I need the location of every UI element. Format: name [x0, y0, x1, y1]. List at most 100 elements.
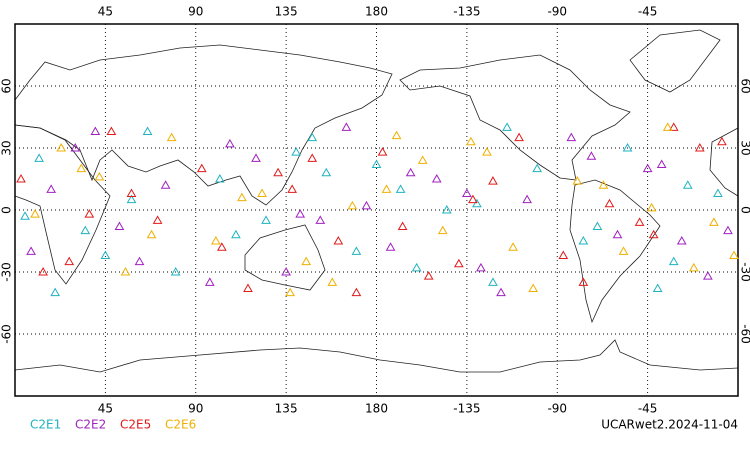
- point: [468, 194, 478, 204]
- y-tick-label-left: 30: [0, 140, 14, 155]
- point: [251, 153, 261, 162]
- point: [441, 204, 452, 214]
- point: [160, 180, 171, 189]
- point: [204, 277, 215, 286]
- point: [281, 266, 291, 276]
- point: [210, 235, 221, 245]
- point: [50, 287, 61, 297]
- point: [261, 215, 271, 224]
- x-tick-label-top: 180: [365, 5, 388, 19]
- point: [56, 142, 67, 152]
- point: [532, 163, 543, 173]
- point: [558, 250, 569, 259]
- point: [405, 167, 416, 177]
- point: [46, 184, 57, 193]
- x-tick-label-top: -90: [547, 5, 567, 19]
- point: [717, 136, 727, 146]
- x-tick-label-top: 90: [188, 5, 203, 19]
- point: [377, 147, 388, 156]
- series-c2e6: [30, 122, 739, 297]
- point: [411, 262, 422, 272]
- point: [214, 173, 225, 183]
- point: [315, 215, 326, 224]
- point: [488, 176, 498, 185]
- point: [327, 277, 338, 286]
- point: [652, 283, 663, 293]
- point: [126, 194, 137, 204]
- point: [225, 138, 235, 148]
- point: [648, 229, 659, 239]
- point: [285, 287, 296, 297]
- x-tick-label-bottom: -90: [547, 402, 567, 416]
- point: [662, 122, 673, 131]
- point: [709, 217, 719, 226]
- point: [385, 242, 396, 251]
- point: [676, 235, 687, 245]
- y-tick-label-left: 0: [0, 206, 14, 214]
- point: [76, 163, 87, 173]
- x-tick-label-bottom: 90: [188, 402, 203, 416]
- point: [572, 176, 583, 185]
- coast-australia: [244, 224, 326, 291]
- x-tick-label-bottom: -45: [638, 402, 658, 416]
- point: [106, 126, 117, 135]
- coast-africa: [14, 124, 111, 285]
- point: [417, 155, 428, 164]
- coast-south-america: [569, 179, 661, 324]
- point: [488, 277, 498, 286]
- x-tick-label-bottom: 180: [365, 402, 388, 416]
- x-tick-label-bottom: 45: [98, 402, 113, 416]
- coast-africa-west: [709, 127, 739, 197]
- point: [64, 256, 75, 266]
- point: [592, 221, 603, 231]
- point: [528, 283, 539, 293]
- point: [598, 180, 609, 189]
- point: [287, 184, 298, 193]
- x-tick-label-bottom: 135: [275, 402, 298, 416]
- point: [713, 188, 723, 197]
- point: [508, 242, 518, 251]
- point: [514, 132, 524, 142]
- point: [216, 242, 227, 251]
- y-tick-label-left: -60: [0, 324, 14, 344]
- point: [688, 262, 699, 272]
- point: [703, 271, 713, 280]
- point: [694, 142, 705, 152]
- series-c2e5: [16, 122, 727, 297]
- legend-label: C2E6: [165, 418, 196, 432]
- point: [26, 246, 36, 255]
- point: [307, 132, 318, 142]
- point: [618, 246, 629, 255]
- point: [196, 163, 207, 173]
- x-tick-label-top: -135: [453, 5, 480, 19]
- point: [94, 171, 105, 181]
- point: [397, 221, 408, 231]
- legend-label: C2E5: [120, 418, 151, 432]
- y-tick-label-right: 30: [739, 140, 750, 155]
- point: [646, 202, 657, 212]
- x-tick-label-top: 45: [98, 5, 113, 19]
- point: [578, 277, 589, 286]
- point: [668, 256, 679, 266]
- point: [586, 151, 597, 160]
- point: [682, 180, 693, 189]
- point: [166, 132, 177, 142]
- point: [622, 142, 633, 152]
- coast-eurasia: [14, 44, 393, 206]
- point: [237, 192, 247, 202]
- point: [656, 159, 667, 169]
- point: [152, 215, 163, 224]
- point: [84, 209, 95, 218]
- point: [134, 256, 145, 266]
- point: [126, 188, 137, 197]
- point: [612, 229, 623, 239]
- coast-antarctica: [14, 339, 739, 373]
- point: [482, 147, 492, 156]
- legend-label: C2E2: [75, 418, 106, 432]
- point: [472, 198, 482, 208]
- point: [431, 173, 442, 183]
- point: [38, 266, 48, 276]
- point: [333, 235, 344, 245]
- point: [100, 250, 111, 259]
